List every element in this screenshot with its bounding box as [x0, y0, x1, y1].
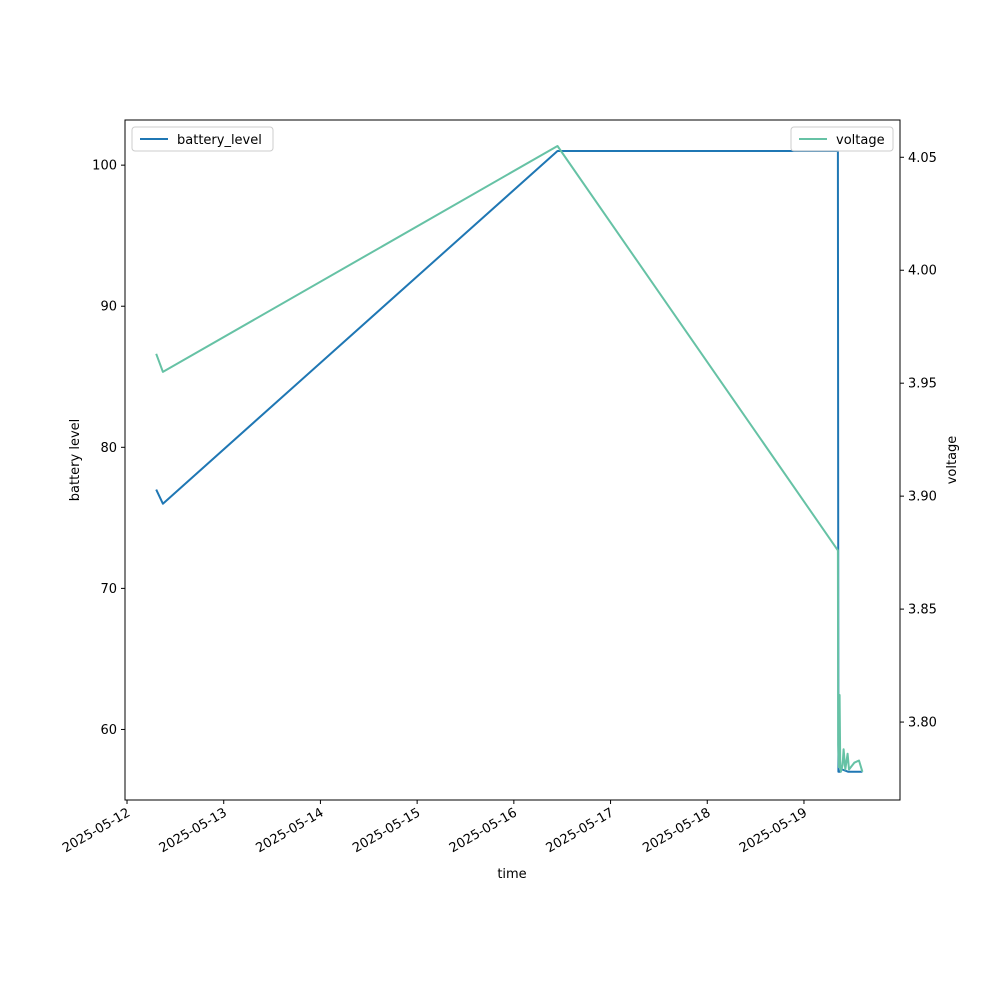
legend-right-label: voltage [836, 133, 885, 148]
right-y-tick-label: 3.80 [908, 716, 937, 731]
x-tick-label: 2025-05-12 [60, 805, 133, 856]
legend-left-box [131, 126, 274, 152]
right-y-tick-label: 3.95 [908, 377, 937, 392]
left-y-tick-label: 100 [92, 159, 117, 174]
right-y-axis-label: voltage [945, 436, 960, 485]
left-y-tick-label: 90 [100, 300, 117, 315]
x-axis-label: time [497, 867, 526, 882]
left-y-axis-ticks: 60 70 80 90 100 [92, 159, 125, 738]
left-y-tick-label: 60 [100, 723, 117, 738]
left-y-tick-label: 80 [100, 441, 117, 456]
x-tick-label: 2025-05-16 [447, 805, 520, 856]
series-lines [155, 145, 864, 773]
legend-left-label: battery_level [177, 133, 262, 148]
right-y-tick-label: 4.00 [908, 264, 937, 279]
x-tick-label: 2025-05-13 [157, 805, 230, 856]
right-y-tick-label: 3.85 [908, 603, 937, 618]
right-y-tick-label: 4.05 [908, 151, 937, 166]
x-axis-ticks: 2025-05-12 2025-05-13 2025-05-14 2025-05-15… [60, 800, 810, 856]
x-tick-label: 2025-05-17 [544, 805, 617, 856]
legend-left: battery_level [131, 126, 274, 152]
x-tick-label: 2025-05-15 [350, 805, 423, 856]
x-tick-label: 2025-05-14 [253, 805, 326, 856]
right-y-tick-label: 3.90 [908, 490, 937, 505]
x-tick-label: 2025-05-18 [640, 805, 713, 856]
series-line-voltage [155, 145, 864, 773]
left-y-axis-label: battery level [68, 419, 83, 502]
right-y-axis-ticks: 3.80 3.85 3.90 3.95 4.00 4.05 [900, 151, 937, 731]
left-y-tick-label: 70 [100, 582, 117, 597]
x-tick-label: 2025-05-19 [737, 805, 810, 856]
plot-frame [124, 119, 901, 801]
series-line-battery-level [155, 150, 863, 773]
legend-right: voltage [790, 126, 894, 152]
legend-right-box [790, 126, 894, 152]
